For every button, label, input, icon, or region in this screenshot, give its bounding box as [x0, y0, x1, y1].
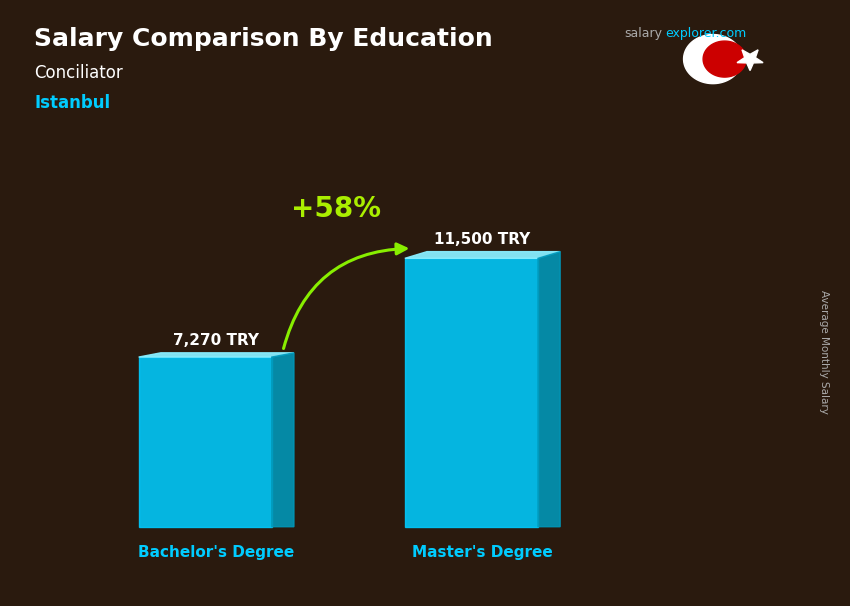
Text: Average Monthly Salary: Average Monthly Salary — [819, 290, 829, 413]
Polygon shape — [538, 251, 560, 527]
Bar — [405, 258, 538, 527]
Polygon shape — [683, 35, 742, 84]
Text: Bachelor's Degree: Bachelor's Degree — [139, 545, 294, 560]
Bar — [139, 357, 272, 527]
Text: +58%: +58% — [292, 195, 382, 223]
Polygon shape — [272, 353, 294, 527]
Text: Salary Comparison By Education: Salary Comparison By Education — [34, 27, 493, 52]
Text: Conciliator: Conciliator — [34, 64, 122, 82]
Polygon shape — [139, 353, 294, 357]
Text: explorer.com: explorer.com — [666, 27, 747, 40]
Text: Istanbul: Istanbul — [34, 94, 110, 112]
Text: Master's Degree: Master's Degree — [412, 545, 552, 560]
Polygon shape — [737, 50, 763, 70]
Text: 11,500 TRY: 11,500 TRY — [434, 231, 530, 247]
Text: 7,270 TRY: 7,270 TRY — [173, 333, 259, 348]
Polygon shape — [405, 251, 560, 258]
Text: salary: salary — [625, 27, 663, 40]
Polygon shape — [703, 41, 746, 77]
